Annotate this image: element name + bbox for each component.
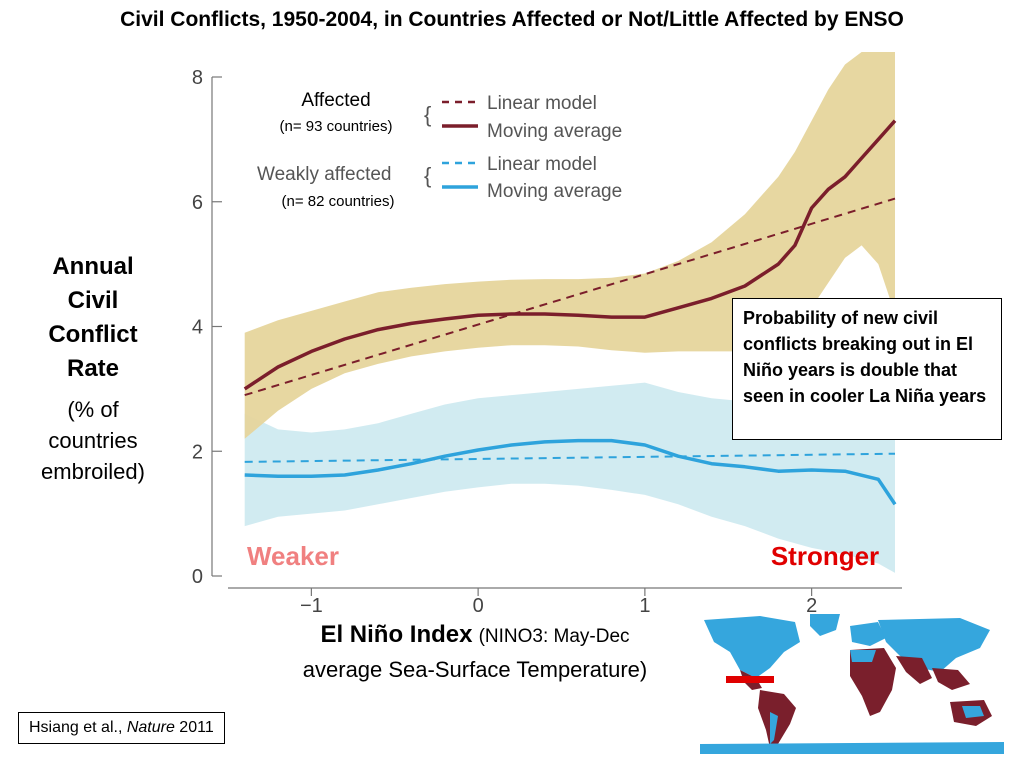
y-axis-label-line: Conflict — [48, 321, 138, 348]
y-tick-label: 2 — [192, 441, 203, 463]
y-tick-label: 4 — [192, 317, 203, 339]
callout-box: Probability of new civil conflicts break… — [732, 298, 1002, 440]
legend-weak-moving-label: Moving average — [487, 181, 622, 202]
chart-title: Civil Conflicts, 1950-2004, in Countries… — [120, 8, 904, 31]
legend-affected-count: (n= 93 countries) — [280, 118, 393, 135]
legend-weak-count: (n= 82 countries) — [282, 193, 395, 210]
y-axis-sublabel-line: countries — [48, 428, 138, 453]
y-tick-label: 6 — [192, 192, 203, 214]
citation-journal: Nature — [126, 719, 175, 736]
legend-affected-moving-label: Moving average — [487, 121, 622, 142]
y-axis-sublabel-line: embroiled) — [41, 459, 145, 484]
citation-box: Hsiang et al., Nature 2011 — [18, 712, 225, 744]
stronger-annotation: Stronger — [771, 541, 879, 571]
weak-linear-model-line — [244, 452, 896, 463]
y-axis-label-line: Annual — [52, 253, 134, 280]
y-axis-label-line: Rate — [66, 355, 120, 382]
y-axis-sublabel-line: (% of — [67, 397, 119, 422]
citation-author: Hsiang et al., — [29, 719, 127, 736]
affected-linear-model-line — [244, 197, 896, 397]
y-tick-label: 8 — [192, 67, 203, 89]
x-axis-label-detail-2: average Sea-Surface Temperature) — [302, 657, 648, 682]
y-axis-label: Annual Civil Conflict Rate (% of countri… — [22, 250, 164, 487]
legend-affected-brace: { — [424, 102, 431, 127]
x-tick-label: −1 — [300, 595, 323, 617]
world-map-image — [700, 612, 1004, 754]
y-axis-label-line: Civil — [67, 287, 119, 314]
affected-moving-average-line — [243, 119, 897, 391]
x-tick-label: 0 — [473, 595, 484, 617]
weak-moving-average-line — [244, 438, 897, 506]
x-axis-label-title: El Niño Index — [320, 621, 473, 648]
legend: Affected (n= 93 countries) { Linear mode… — [257, 90, 622, 210]
legend-weak-brace: { — [424, 163, 431, 188]
y-tick-label: 0 — [192, 566, 203, 588]
x-tick-label: 1 — [639, 595, 650, 617]
legend-affected-label: Affected — [301, 90, 370, 111]
legend-weak-label: Weakly affected — [257, 164, 391, 185]
weaker-annotation: Weaker — [247, 541, 339, 571]
legend-weak-linear-label: Linear model — [487, 154, 597, 175]
citation-year: 2011 — [174, 719, 214, 736]
x-tick-label: 2 — [806, 595, 817, 617]
legend-affected-linear-label: Linear model — [487, 93, 597, 114]
x-axis-label-detail: (NINO3: May-Dec — [478, 626, 630, 647]
x-axis-label: El Niño Index (NINO3: May-Dec average Se… — [250, 618, 700, 686]
